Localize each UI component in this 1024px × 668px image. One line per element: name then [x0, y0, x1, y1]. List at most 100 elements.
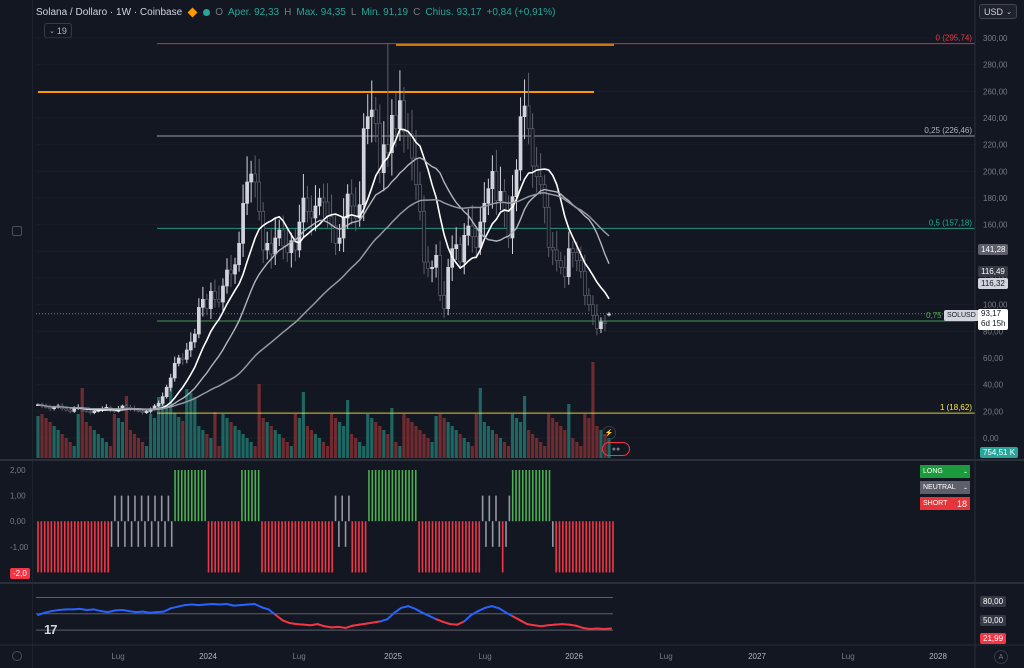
ma-top-badge: 141,28: [978, 244, 1009, 255]
last-price: 93,17: [981, 309, 1002, 318]
osc-current-badge: -2,0: [10, 568, 30, 579]
volume-bar: [454, 430, 458, 458]
high-label: H: [284, 6, 292, 18]
candle-body: [184, 349, 189, 360]
candle-body: [595, 314, 599, 330]
candle-body: [514, 169, 519, 198]
rsi-segment: [470, 610, 480, 616]
volume-bar: [253, 446, 257, 458]
volume-bar: [518, 422, 523, 458]
rsi-segment: [176, 604, 186, 608]
rsi-segment: [190, 603, 200, 607]
legend-short-label: SHORT: [923, 500, 948, 507]
candle-body: [462, 234, 467, 263]
lightning-icon[interactable]: ⚡: [602, 426, 616, 440]
rsi-segment: [526, 623, 536, 627]
candle-body: [538, 176, 543, 186]
rsi-segment: [92, 608, 102, 613]
tradingview-logo: 17: [44, 622, 58, 637]
events-icon[interactable]: ●●: [602, 442, 630, 456]
candle-body: [482, 202, 487, 223]
rsi-segment: [435, 618, 445, 623]
candle-body: [607, 313, 611, 316]
volume-bar: [358, 442, 362, 458]
volume-bar: [502, 442, 507, 458]
toolbar-collapse-icon[interactable]: [12, 226, 22, 236]
volume-bar: [386, 434, 390, 458]
candle-body: [410, 133, 414, 159]
volume-bar: [442, 418, 446, 458]
volume-bar: [48, 422, 52, 458]
candle-body: [245, 181, 249, 204]
rsi-current-badge: 21,99: [980, 633, 1007, 644]
candle-body: [188, 341, 193, 351]
legend-neutral: NEUTRAL -: [920, 481, 970, 494]
symbol-title[interactable]: Solana / Dollaro · 1W · Coinbase: [36, 6, 183, 18]
rsi-segment: [260, 606, 270, 611]
rsi-segment: [281, 619, 291, 625]
candle-body: [474, 236, 479, 248]
candle-body: [241, 202, 245, 244]
rsi-segment: [519, 619, 529, 626]
volume-bar: [173, 413, 177, 458]
candle-body: [201, 298, 205, 308]
volume-bar: [398, 446, 402, 458]
rsi-segment: [99, 610, 109, 614]
candle-body: [454, 244, 459, 250]
osc-tick-label: 0,00: [10, 517, 26, 526]
candle-body: [253, 173, 257, 183]
rsi-segment: [113, 608, 123, 612]
candle-body: [385, 144, 390, 154]
candle-body: [72, 408, 77, 412]
volume-bar: [249, 442, 253, 458]
auto-scale-icon[interactable]: A: [994, 650, 1008, 664]
volume-bar: [221, 414, 225, 458]
volume-bar: [418, 430, 422, 458]
price-tick-label: 20,00: [983, 407, 1004, 416]
volume-bar: [257, 384, 261, 458]
volume-bar: [104, 442, 108, 458]
volume-bar: [301, 392, 305, 458]
candle-body: [180, 357, 185, 360]
volume-bar: [390, 408, 394, 458]
rsi-segment: [183, 603, 193, 607]
rsi-segment: [120, 608, 130, 613]
candle-body: [88, 410, 93, 414]
change-value: +0,84 (+0,91%): [486, 6, 556, 18]
volume-bar: [567, 404, 571, 458]
volume-bar: [157, 397, 161, 458]
candle-body: [156, 402, 161, 407]
candle-body: [92, 410, 97, 414]
rsi-segment: [547, 623, 557, 627]
candle-body: [494, 170, 499, 202]
volume-bar: [470, 446, 474, 458]
rsi-segment: [533, 624, 543, 628]
symbol-header: Solana / Dollaro · 1W · Coinbase O Aper. …: [36, 4, 555, 20]
volume-bar: [153, 418, 157, 458]
volume-bar: [563, 430, 567, 458]
volume-bar: [317, 438, 322, 458]
volume-bar: [68, 442, 72, 458]
candle-body: [377, 122, 382, 174]
chevron-down-icon: ⌄: [1006, 8, 1012, 16]
candle-body: [229, 269, 233, 275]
rsi-segment: [232, 604, 242, 607]
price-tick-label: 40,00: [983, 381, 1004, 390]
rsi-segment: [295, 623, 305, 626]
volume-bar: [555, 422, 559, 458]
rsi-segment: [288, 622, 298, 626]
candle-body: [353, 205, 358, 219]
candle-body: [289, 240, 294, 254]
volume-bar: [510, 414, 515, 458]
timezone-icon[interactable]: [12, 651, 22, 661]
rsi-upper-badge: 80,00: [980, 596, 1007, 607]
rsi-segment: [71, 607, 81, 611]
currency-selector[interactable]: USD ⌄: [979, 4, 1017, 19]
legend-long-label: LONG: [923, 468, 943, 475]
volume-bar: [486, 426, 490, 458]
rsi-segment: [582, 626, 592, 631]
volume-bar: [241, 434, 245, 458]
volume-bar: [346, 400, 350, 458]
volume-bar: [374, 422, 378, 458]
